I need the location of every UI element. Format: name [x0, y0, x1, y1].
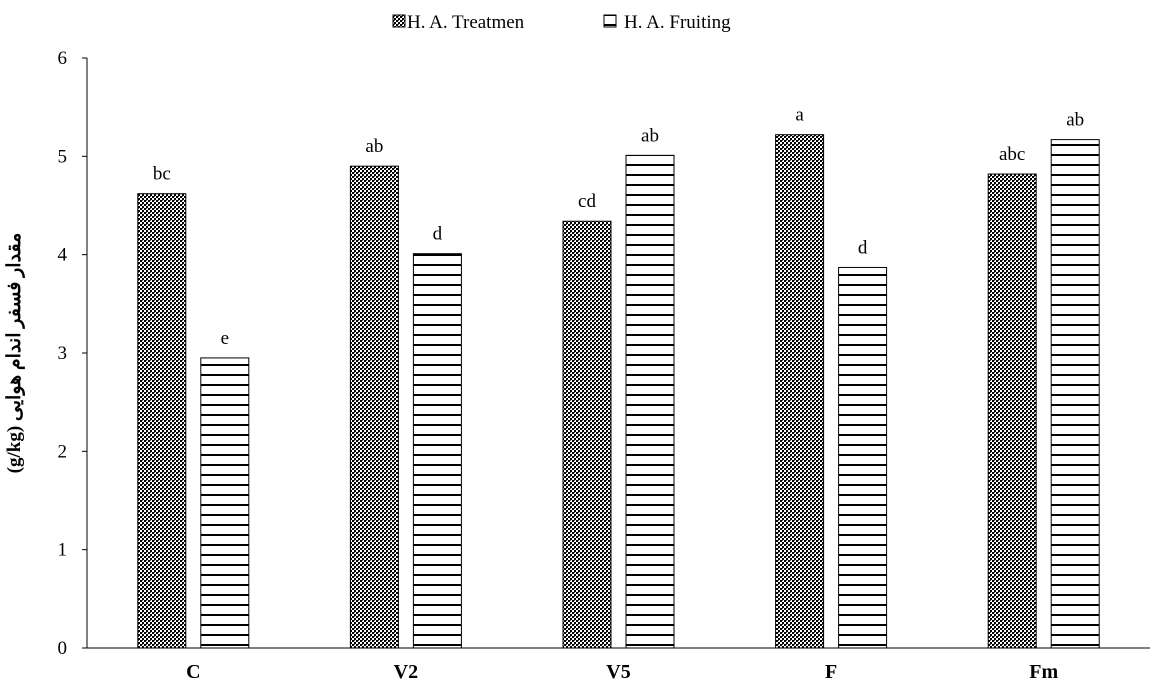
- x-axis-ticks: C V2 V5 F Fm: [186, 661, 1058, 683]
- legend-label-treatment: H. A. Treatmen: [407, 12, 525, 33]
- bar-fruiting-V2: [412, 253, 462, 649]
- data-label: abc: [999, 144, 1025, 165]
- y-axis-title: مقدار فسفر اندام هوایی (g/kg): [4, 233, 25, 474]
- bars: [137, 134, 1100, 649]
- bar-fruiting-F: [838, 266, 888, 649]
- data-label: bc: [153, 164, 171, 185]
- y-tick-label: 0: [58, 638, 68, 659]
- data-label: ab: [1066, 110, 1084, 131]
- bar-treatment-Fm: [987, 173, 1037, 649]
- legend: H. A. Treatmen H. A. Fruiting: [392, 12, 731, 33]
- bar-fruiting-V5: [625, 154, 675, 649]
- bar-treatment-V2: [349, 165, 399, 649]
- bar-fruiting-Fm: [1050, 139, 1100, 649]
- data-label: cd: [578, 191, 596, 212]
- y-tick-label: 4: [58, 245, 68, 266]
- y-tick-label: 5: [58, 146, 68, 167]
- bar-treatment-C: [137, 193, 187, 649]
- y-tick-label: 3: [58, 343, 68, 364]
- x-tick-label: V2: [394, 661, 418, 683]
- legend-label-fruiting: H. A. Fruiting: [624, 12, 731, 33]
- data-label: d: [858, 237, 868, 258]
- data-label: e: [221, 328, 229, 349]
- legend-swatch-fruiting: [603, 14, 617, 28]
- bar-treatment-V5: [562, 220, 612, 649]
- x-tick-label: C: [186, 661, 200, 683]
- x-tick-label: Fm: [1029, 661, 1058, 683]
- bar-fruiting-C: [200, 357, 250, 649]
- y-tick-label: 1: [58, 540, 68, 561]
- legend-swatch-treatment: [392, 14, 406, 28]
- legend-item-fruiting: H. A. Fruiting: [603, 12, 731, 33]
- data-label: ab: [641, 125, 659, 146]
- legend-item-treatment: H. A. Treatmen: [392, 12, 525, 33]
- data-label: ab: [365, 136, 383, 157]
- data-labels: bc e ab d cd ab a d abc ab: [153, 105, 1084, 349]
- data-label: a: [795, 105, 804, 126]
- x-tick-label: F: [825, 661, 837, 683]
- x-tick-label: V5: [606, 661, 630, 683]
- y-tick-label: 6: [58, 48, 68, 69]
- bar-treatment-F: [775, 134, 825, 649]
- y-tick-label: 2: [58, 441, 68, 462]
- data-label: d: [433, 224, 443, 245]
- y-axis-ticks: 0 1 2 3 4 5 6: [58, 48, 87, 659]
